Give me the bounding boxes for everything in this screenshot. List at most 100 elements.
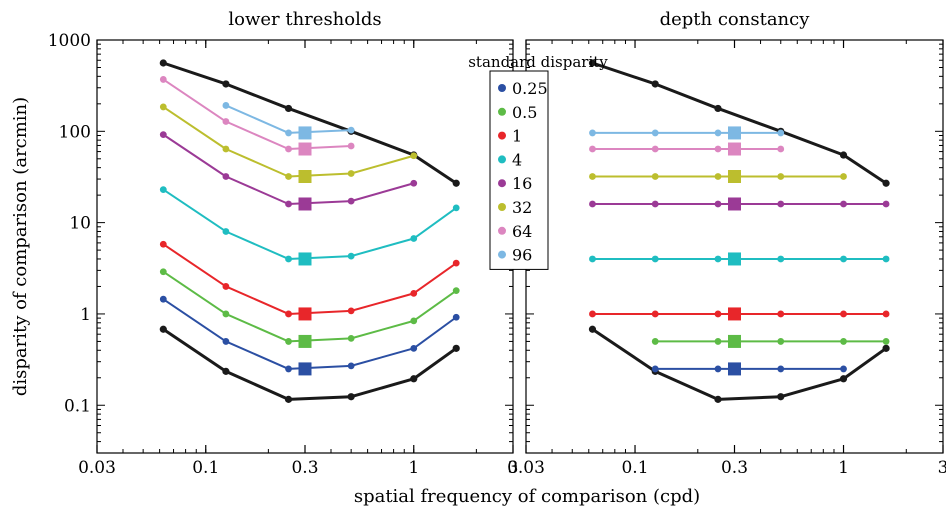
panel-depth-constancy: depth constancy 0.03 0.1 0.3 1 3: [507, 9, 946, 478]
series-32-point: [777, 173, 785, 180]
y-tick-label: 1000: [48, 31, 91, 51]
series-bound-point: [588, 59, 597, 67]
series-32-point: [410, 152, 418, 160]
series-32-standard-marker: [298, 170, 312, 184]
series-0-5-point: [222, 310, 230, 318]
series-bound-point: [882, 179, 890, 187]
legend-marker-64: [498, 226, 506, 235]
series-4-line: [162, 188, 457, 260]
series-0-5-point: [410, 317, 418, 325]
series-16-point: [589, 200, 596, 208]
x-tick-label: 0.3: [721, 458, 748, 478]
series-bound-point: [159, 325, 167, 333]
series-1-point: [285, 310, 292, 318]
series-1-point: [452, 259, 460, 267]
series-96: [589, 126, 785, 140]
series-1-point: [777, 310, 785, 318]
series-bound-line: [591, 61, 887, 185]
series-1-standard-marker: [728, 307, 741, 321]
series-16-standard-marker: [728, 197, 741, 211]
series-bound-point: [222, 80, 230, 88]
x-tick-label: 3: [508, 458, 519, 478]
series-bound-point: [347, 393, 355, 401]
legend-marker-32: [498, 203, 506, 211]
series-16-point: [159, 131, 167, 139]
series-0-25-standard-marker: [298, 362, 312, 376]
y-axis-title: disparity of comparison (arcmin): [10, 97, 31, 396]
series-4-point: [840, 255, 847, 263]
panel-lower-thresholds: lower thresholds 0.03 0.1 0.3 1 3 0.1 1 10 100 100…: [10, 9, 518, 478]
series-64-point: [347, 142, 355, 150]
series-64-point: [651, 145, 659, 153]
series-16-point: [347, 197, 355, 205]
series-0-5-point: [347, 334, 355, 342]
legend-label-16: 16: [512, 174, 532, 193]
series-16: [589, 197, 890, 211]
series-4-standard-marker: [728, 252, 741, 266]
series-16-point: [714, 200, 722, 208]
series-64-point: [589, 145, 596, 153]
legend-label-64: 64: [512, 222, 532, 241]
series-32-point: [651, 173, 659, 180]
series-4-point: [159, 186, 167, 193]
y-tick-label: 1: [80, 305, 91, 325]
plot-frame: [96, 39, 514, 454]
series-64-point: [714, 145, 722, 153]
legend-marker-16: [498, 179, 506, 188]
series-32-standard-marker: [728, 170, 741, 184]
series-16-point: [882, 200, 890, 208]
series-1-point: [159, 240, 167, 248]
series-64-line: [162, 78, 352, 151]
series-0-25-point: [222, 338, 230, 345]
series-bound-point: [452, 179, 460, 187]
series-0-5-standard-marker: [728, 334, 741, 348]
series-0-25: [651, 362, 847, 376]
series-96-point: [714, 129, 722, 137]
series-0-5-point: [882, 338, 890, 345]
series-bound-point: [159, 59, 167, 67]
legend-label-0-25: 0.25: [512, 79, 548, 98]
series-bound-point: [588, 325, 597, 333]
series-1: [589, 307, 890, 321]
series-4-point: [347, 252, 355, 260]
series-16-standard-marker: [298, 197, 312, 211]
series-bound-point: [284, 395, 293, 403]
legend-title: standard disparity: [468, 53, 608, 71]
plot-frame: [525, 39, 944, 454]
series-64: [589, 142, 785, 156]
series-0-25-point: [285, 365, 292, 373]
legend-box: [489, 70, 549, 270]
series-64-standard-marker: [728, 142, 741, 156]
legend-marker-0-25: [498, 84, 506, 92]
series-0-25-point: [840, 365, 847, 373]
series-0-5-point: [777, 338, 785, 345]
series-0-25-point: [159, 295, 167, 303]
series-0-5-line: [162, 270, 457, 343]
series-0-25-point: [777, 365, 785, 373]
series-4-point: [589, 255, 596, 263]
series-32: [159, 103, 418, 184]
series-0-5-standard-marker: [298, 334, 312, 348]
series-bound-point: [839, 375, 848, 383]
series-1-point: [714, 310, 722, 318]
x-tick-label: 0.1: [192, 458, 219, 478]
series-bound: [159, 325, 460, 403]
series-64-point: [777, 145, 785, 153]
legend-label-96: 96: [512, 246, 532, 265]
series-16-line: [162, 133, 415, 205]
series-16-point: [285, 200, 292, 208]
panel-title: depth constancy: [660, 9, 811, 30]
series-96-point: [347, 126, 355, 134]
series-4-standard-marker: [298, 252, 312, 266]
x-tick-label: 1: [838, 458, 849, 478]
series-16-point: [840, 200, 847, 208]
series-1: [159, 240, 460, 321]
legend-label-0-5: 0.5: [512, 103, 537, 122]
x-tick-label: 3: [938, 458, 946, 478]
series-bound-point: [284, 104, 293, 113]
series-96-standard-marker: [728, 126, 741, 140]
series-0-5-point: [651, 338, 659, 345]
x-tick-label: 1: [408, 458, 419, 478]
series-64-point: [159, 76, 167, 83]
series-1-point: [589, 310, 596, 318]
